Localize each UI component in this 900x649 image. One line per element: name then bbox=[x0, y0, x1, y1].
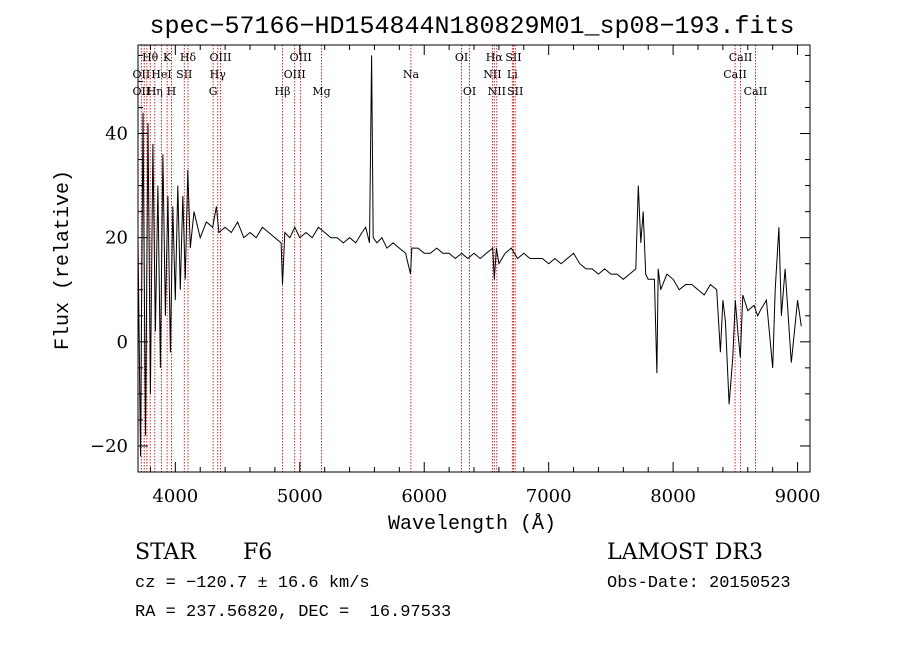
y-tick-label: 40 bbox=[105, 124, 128, 145]
y-tick-label: −20 bbox=[90, 436, 128, 457]
line-label: Hδ bbox=[180, 51, 197, 64]
survey-name: LAMOST DR3 bbox=[607, 540, 763, 565]
line-label: K bbox=[163, 51, 172, 64]
redshift-velocity: cz = −120.7 ± 16.6 km/s bbox=[135, 574, 370, 593]
x-axis-label: Wavelength (Å) bbox=[388, 513, 556, 536]
x-tick-label: 4000 bbox=[152, 486, 198, 507]
y-tick-label: 20 bbox=[105, 228, 128, 249]
x-tick-label: 8000 bbox=[650, 486, 696, 507]
line-label: OI bbox=[455, 51, 468, 64]
line-label: HeI bbox=[151, 68, 171, 81]
line-label: CaII bbox=[729, 51, 753, 64]
line-label: Li bbox=[507, 68, 518, 81]
x-tick-label: 7000 bbox=[526, 486, 572, 507]
line-label: Mg bbox=[312, 85, 330, 98]
line-label: H bbox=[167, 85, 177, 98]
line-label: OIII bbox=[290, 51, 312, 64]
line-label: Hβ bbox=[275, 85, 291, 98]
object-type: STAR bbox=[135, 540, 196, 565]
coordinates: RA = 237.56820, DEC = 16.97533 bbox=[135, 603, 452, 622]
y-axis: −20 0 20 40 bbox=[90, 54, 810, 473]
line-label: CaII bbox=[744, 85, 768, 98]
x-tick-label: 9000 bbox=[775, 486, 821, 507]
line-label: OII bbox=[133, 85, 151, 98]
line-label: NII bbox=[488, 85, 506, 98]
line-label: OIII bbox=[284, 68, 306, 81]
observation-date: Obs-Date: 20150523 bbox=[607, 574, 791, 593]
line-label: Na bbox=[403, 68, 420, 81]
line-label: Hα bbox=[486, 51, 504, 64]
spectrum-series-line bbox=[137, 55, 802, 457]
y-tick-label: 0 bbox=[117, 332, 128, 353]
line-label: CaII bbox=[723, 68, 747, 81]
x-tick-label: 6000 bbox=[401, 486, 447, 507]
line-label: Hη bbox=[147, 85, 163, 98]
chart-title: spec−57166−HD154844N180829M01_sp08−193.f… bbox=[149, 12, 794, 41]
line-label: SII bbox=[507, 85, 523, 98]
line-label: SII bbox=[505, 51, 521, 64]
spectral-subclass: F6 bbox=[243, 540, 273, 565]
line-label: Hγ bbox=[210, 68, 227, 81]
line-label: OIII bbox=[209, 51, 231, 64]
plot-frame bbox=[137, 44, 811, 473]
x-axis: 4000 5000 6000 7000 8000 9000 bbox=[149, 45, 821, 507]
line-label: OII bbox=[133, 68, 151, 81]
y-axis-label: Flux (relative) bbox=[52, 170, 75, 350]
line-label: G bbox=[209, 85, 218, 98]
line-label: SII bbox=[176, 68, 192, 81]
x-tick-label: 5000 bbox=[277, 486, 323, 507]
line-label: OI bbox=[463, 85, 476, 98]
line-label: Hθ bbox=[142, 51, 159, 64]
line-label: NII bbox=[483, 68, 501, 81]
emission-line-markers bbox=[140, 45, 756, 472]
